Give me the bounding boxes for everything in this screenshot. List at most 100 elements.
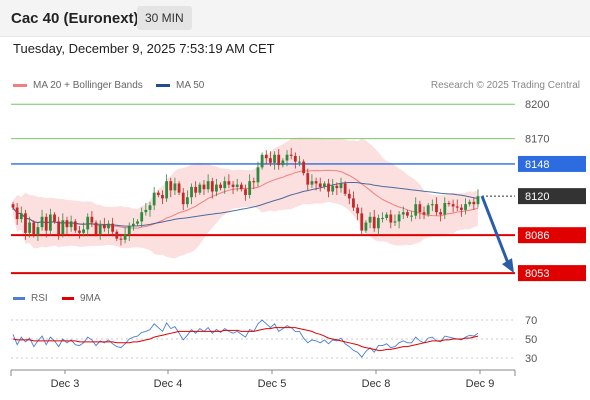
candle (144, 209, 148, 213)
candle (252, 181, 256, 183)
candle (293, 155, 297, 162)
candle (98, 224, 102, 235)
candle (190, 186, 193, 198)
x-tick-label: Dec 3 (51, 378, 80, 390)
ma50-swatch (156, 84, 170, 87)
price-axis-label: 8053 (525, 268, 549, 280)
chart-header: Cac 40 (Euronext) 30 MIN (0, 0, 590, 37)
timestamp: Tuesday, December 9, 2025 7:53:19 AM CET (13, 41, 275, 56)
price-label-box (518, 265, 586, 282)
candle (40, 216, 44, 228)
candle (115, 231, 119, 239)
candle (148, 205, 152, 210)
candle (127, 225, 131, 235)
candle (347, 193, 351, 199)
ma9-swatch (62, 297, 74, 300)
candle (152, 192, 156, 206)
price-axis-label: 8200 (525, 99, 549, 111)
candle (53, 214, 56, 222)
candle (202, 184, 206, 190)
candle (94, 222, 98, 235)
rsi-axis-label: 70 (525, 315, 537, 327)
candles (11, 147, 480, 246)
candle (451, 204, 455, 207)
legend-ma20: MA 20 + Bollinger Bands (13, 80, 143, 91)
legend-ma50: MA 50 (156, 80, 204, 91)
candle (327, 183, 330, 192)
candle (264, 154, 268, 159)
legend-rsi: RSI (13, 293, 48, 304)
candle (57, 221, 61, 235)
candle (15, 207, 19, 220)
candle (372, 216, 376, 229)
candle (310, 181, 314, 185)
candle (339, 183, 343, 189)
legend-ma20-label: MA 20 + Bollinger Bands (33, 80, 143, 91)
price-axis-label: 8086 (525, 230, 549, 242)
candle (381, 217, 384, 219)
candle (219, 184, 222, 189)
candle (476, 196, 480, 205)
candle (123, 234, 127, 240)
legend-ma50-label: MA 50 (176, 80, 205, 91)
candle (443, 203, 447, 215)
candle (223, 181, 227, 189)
candle (364, 222, 368, 231)
candle (181, 192, 185, 205)
candle (389, 214, 393, 223)
candle (248, 181, 252, 195)
candle (385, 214, 389, 218)
candle (273, 154, 276, 163)
candle (414, 204, 418, 216)
candle (418, 204, 422, 213)
rsi-axis-label: 50 (525, 334, 537, 346)
candle (19, 213, 23, 220)
timeframe-button[interactable]: 30 MIN (137, 6, 192, 30)
candle (82, 229, 85, 233)
candle (302, 161, 306, 174)
candle (132, 223, 135, 226)
candle (285, 154, 289, 161)
candle (61, 220, 65, 235)
candle (44, 216, 48, 231)
candle (11, 204, 15, 208)
candle (119, 238, 123, 240)
price-label-box (518, 227, 586, 244)
candle (464, 204, 467, 210)
candle (198, 184, 202, 193)
candle (32, 222, 36, 236)
rsi-axis-label: 30 (525, 353, 537, 365)
candle (140, 212, 144, 222)
candle (422, 212, 426, 215)
instrument-title: Cac 40 (Euronext) (11, 10, 139, 27)
candle (111, 223, 115, 232)
candle (239, 184, 243, 190)
candle (194, 186, 198, 193)
candle (360, 213, 364, 231)
price-label-box (518, 188, 586, 205)
candle (48, 214, 52, 231)
candle (28, 222, 32, 233)
rsi-line (12, 319, 479, 358)
candle (90, 216, 94, 223)
candle (231, 184, 235, 187)
candle (78, 230, 81, 233)
candle (322, 183, 326, 187)
candle (314, 181, 318, 184)
x-tick-label: Dec 8 (362, 378, 391, 390)
candle (397, 214, 401, 222)
candle (356, 207, 359, 214)
candle (277, 154, 281, 166)
candle (102, 224, 106, 229)
candle (260, 154, 264, 168)
candle (468, 201, 472, 205)
candle (36, 227, 40, 236)
forecast-arrow-shaft (480, 195, 510, 264)
candle (430, 204, 434, 206)
candle (343, 183, 347, 194)
forecast-arrow-head (502, 258, 514, 274)
candle (406, 212, 409, 216)
candle (335, 185, 339, 189)
candle (210, 181, 214, 192)
